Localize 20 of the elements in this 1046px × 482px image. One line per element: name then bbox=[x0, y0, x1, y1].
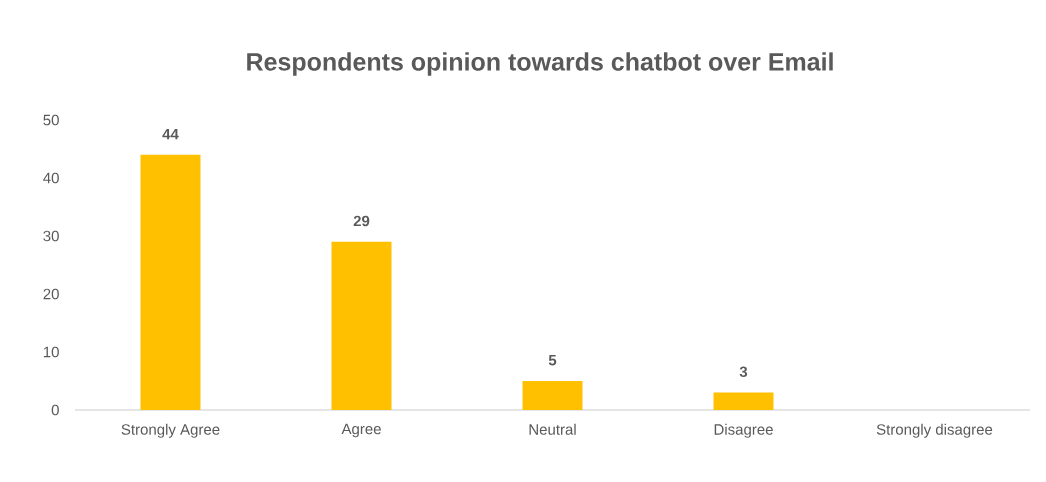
y-tick-label: 30 bbox=[43, 230, 59, 242]
data-label: 3 bbox=[739, 366, 748, 378]
y-tick-label: 40 bbox=[43, 172, 59, 184]
x-tick-label: Strongly disagree bbox=[876, 423, 993, 438]
y-tick-label: 0 bbox=[51, 404, 59, 416]
chart-title: Respondents opinion towards chatbot over Email bbox=[247, 52, 833, 76]
data-label: 29 bbox=[353, 215, 370, 227]
y-tick-label: 20 bbox=[43, 288, 59, 300]
data-label: 44 bbox=[162, 128, 179, 140]
y-tick-label: 10 bbox=[43, 346, 59, 358]
y-tick-label: 50 bbox=[43, 114, 59, 126]
x-tick-label: Strongly Agree bbox=[121, 423, 220, 438]
x-tick-label: Neutral bbox=[529, 423, 576, 435]
bar bbox=[713, 392, 774, 410]
x-tick-label: Disagree bbox=[714, 423, 773, 438]
bar bbox=[140, 154, 201, 410]
bar bbox=[331, 241, 392, 410]
bar bbox=[522, 381, 583, 410]
data-label: 5 bbox=[548, 355, 557, 366]
x-tick-label: Agree bbox=[341, 423, 381, 438]
